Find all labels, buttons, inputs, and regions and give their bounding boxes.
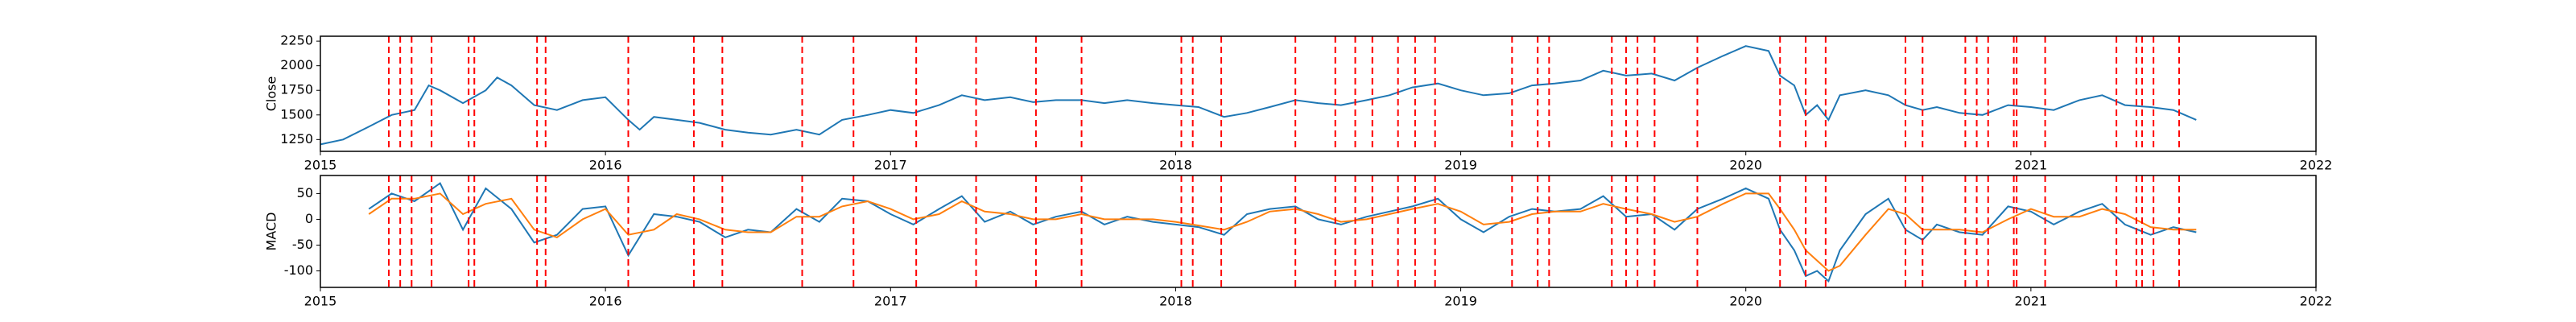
x-tick-label: 2016 xyxy=(589,158,622,173)
y-tick-label: 1500 xyxy=(280,106,313,122)
y-tick-label: 2250 xyxy=(280,33,313,48)
x-tick-label: 2021 xyxy=(2014,158,2047,173)
x-tick-label: 2022 xyxy=(2300,158,2333,173)
y-tick-label: 50 xyxy=(297,185,313,200)
y-axis-label: Close xyxy=(264,76,279,112)
y-tick-label: 1250 xyxy=(280,131,313,147)
x-tick-label: 2022 xyxy=(2300,294,2333,309)
x-tick-label: 2020 xyxy=(1729,294,1762,309)
series-line xyxy=(368,182,2197,283)
y-tick-label: -100 xyxy=(284,262,313,278)
y-tick-label: -50 xyxy=(292,237,313,252)
x-tick-label: 2020 xyxy=(1729,158,1762,173)
y-tick-label: 1750 xyxy=(280,82,313,97)
y-axis-label: MACD xyxy=(264,213,279,251)
x-tick-label: 2015 xyxy=(304,158,337,173)
x-tick-label: 2018 xyxy=(1159,294,1192,309)
plot-frame xyxy=(320,175,2317,288)
x-tick-label: 2017 xyxy=(874,294,907,309)
x-tick-label: 2016 xyxy=(589,294,622,309)
x-tick-label: 2021 xyxy=(2014,294,2047,309)
x-tick-label: 2019 xyxy=(1444,294,1477,309)
y-tick-label: 0 xyxy=(305,211,313,226)
y-tick-label: 2000 xyxy=(280,57,313,72)
series-line xyxy=(368,192,2197,272)
series-line xyxy=(320,45,2197,146)
x-tick-label: 2019 xyxy=(1444,158,1477,173)
x-tick-label: 2015 xyxy=(304,294,337,309)
plot-frame xyxy=(320,35,2317,152)
x-tick-label: 2017 xyxy=(874,158,907,173)
x-tick-label: 2018 xyxy=(1159,158,1192,173)
